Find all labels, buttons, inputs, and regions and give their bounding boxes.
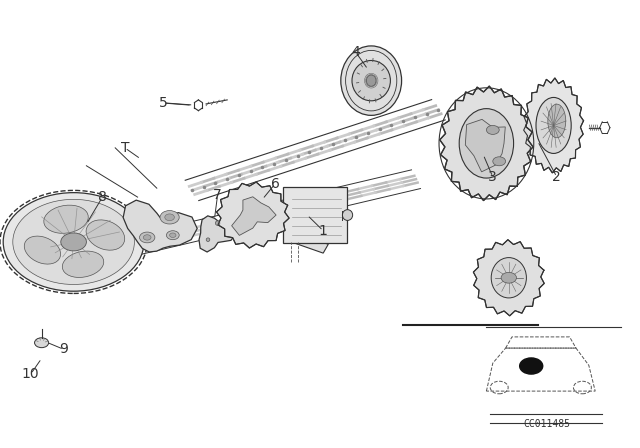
Polygon shape [232, 197, 276, 235]
Ellipse shape [492, 258, 526, 298]
Ellipse shape [86, 220, 125, 250]
Text: 3: 3 [488, 170, 497, 184]
Text: 4: 4 [351, 44, 360, 59]
Ellipse shape [460, 109, 514, 178]
Text: T: T [120, 141, 129, 155]
Text: CC011485: CC011485 [524, 419, 571, 429]
Circle shape [501, 272, 516, 283]
Circle shape [170, 233, 176, 237]
Text: 1: 1 [319, 224, 328, 238]
Ellipse shape [366, 75, 376, 86]
Circle shape [160, 211, 179, 224]
Polygon shape [440, 86, 533, 201]
Circle shape [520, 358, 543, 374]
Text: 8: 8 [98, 190, 107, 204]
Polygon shape [524, 78, 584, 173]
Circle shape [140, 232, 155, 243]
Ellipse shape [536, 98, 572, 153]
Text: 10: 10 [22, 367, 40, 381]
Polygon shape [474, 240, 544, 316]
Circle shape [486, 125, 499, 134]
Circle shape [13, 199, 134, 284]
Polygon shape [199, 216, 236, 252]
Polygon shape [216, 182, 289, 248]
FancyBboxPatch shape [283, 187, 347, 243]
Ellipse shape [44, 205, 88, 233]
Circle shape [61, 233, 86, 251]
Ellipse shape [24, 236, 61, 264]
Text: 9: 9 [60, 342, 68, 357]
Text: 7: 7 [213, 188, 222, 202]
Text: 5: 5 [159, 96, 168, 110]
Circle shape [166, 231, 179, 240]
Polygon shape [465, 119, 506, 172]
Circle shape [143, 235, 151, 240]
Ellipse shape [206, 238, 210, 241]
Polygon shape [285, 213, 328, 253]
Ellipse shape [62, 251, 104, 277]
Ellipse shape [215, 221, 220, 225]
Circle shape [493, 157, 506, 166]
Circle shape [35, 338, 49, 348]
Ellipse shape [548, 104, 566, 138]
Polygon shape [123, 200, 197, 252]
Circle shape [3, 193, 144, 291]
Ellipse shape [340, 46, 402, 116]
Ellipse shape [352, 60, 390, 101]
Circle shape [165, 214, 175, 221]
Text: 6: 6 [271, 177, 280, 191]
Text: 2: 2 [552, 170, 561, 184]
Ellipse shape [342, 210, 353, 220]
